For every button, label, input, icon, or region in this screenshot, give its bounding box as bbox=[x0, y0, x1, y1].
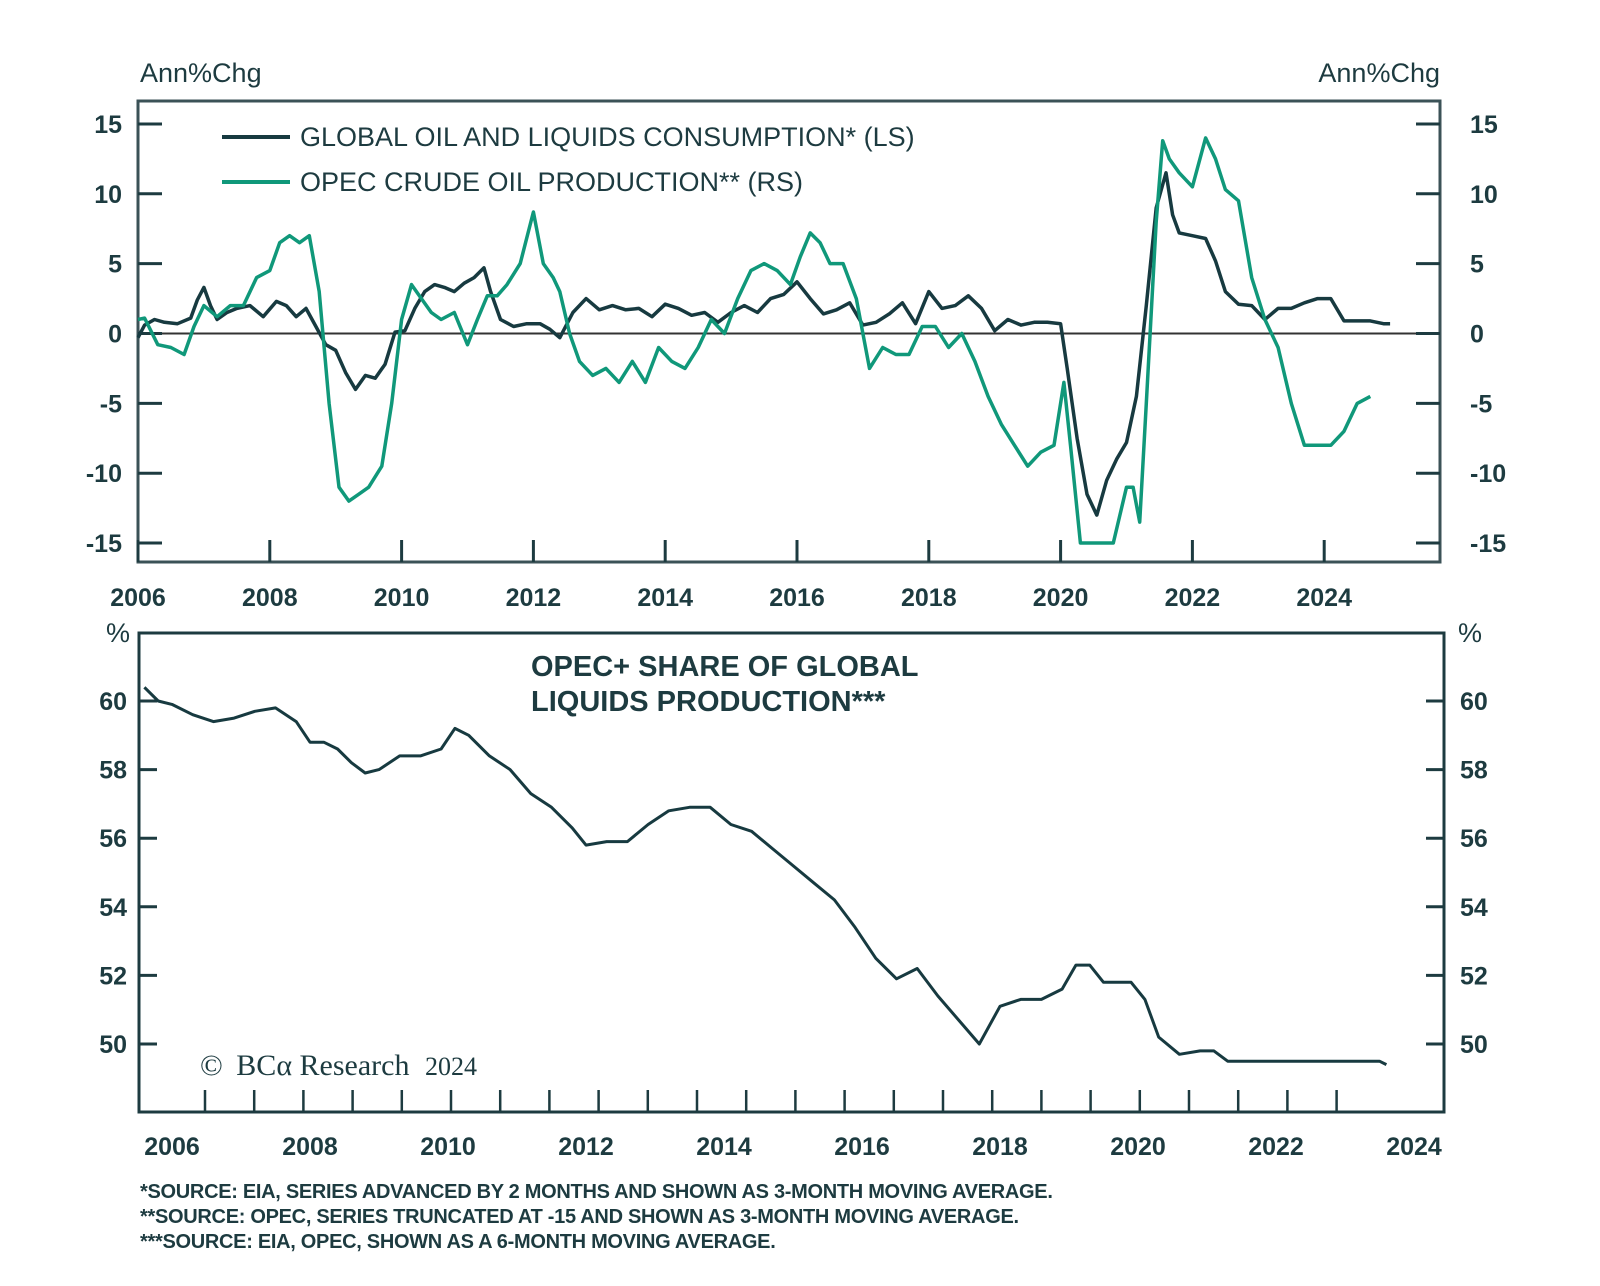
y-tick-label-left: 60 bbox=[99, 688, 127, 716]
x-tick-label: 2018 bbox=[901, 584, 957, 612]
y-tick-label-left: 5 bbox=[108, 251, 122, 279]
top-left-axis-unit: Ann%Chg bbox=[140, 58, 262, 88]
watermark-copyright: © bbox=[200, 1049, 223, 1082]
y-tick-label-left: 52 bbox=[99, 962, 127, 990]
y-tick-label-left: 58 bbox=[99, 757, 127, 785]
series-line-opec-plus-share bbox=[143, 686, 1388, 1066]
top-right-axis-unit: Ann%Chg bbox=[1318, 58, 1440, 88]
y-tick-label-right: 58 bbox=[1460, 757, 1488, 785]
x-tick-label: 2014 bbox=[637, 584, 693, 612]
y-tick-label-left: 54 bbox=[99, 894, 127, 922]
x-tick-label: 2010 bbox=[420, 1133, 476, 1161]
y-tick-label-right: 15 bbox=[1470, 111, 1498, 139]
legend-label-opec-production: OPEC CRUDE OIL PRODUCTION** (RS) bbox=[300, 167, 803, 197]
x-tick-label: 2018 bbox=[972, 1133, 1028, 1161]
footnote-1: *SOURCE: EIA, SERIES ADVANCED BY 2 MONTH… bbox=[140, 1181, 1053, 1203]
top-panel: Ann%Chg Ann%Chg 15 10 5 0 -5 -10 -15 15 10 5 0 -5 -… bbox=[86, 58, 1506, 612]
y-tick-label-left: -10 bbox=[86, 460, 122, 488]
footnote-2: **SOURCE: OPEC, SERIES TRUNCATED AT -15 … bbox=[140, 1206, 1019, 1228]
series-line-opec-production bbox=[137, 136, 1372, 545]
watermark-brand: BCα Research bbox=[236, 1049, 409, 1082]
y-tick-label-left: 50 bbox=[99, 1031, 127, 1059]
bottom-left-axis-unit: % bbox=[106, 618, 130, 648]
legend: GLOBAL OIL AND LIQUIDS CONSUMPTION* (LS)… bbox=[222, 122, 915, 197]
y-tick-label-right: 10 bbox=[1470, 181, 1498, 209]
series-line-global-consumption bbox=[136, 171, 1391, 517]
y-tick-label-right: 54 bbox=[1460, 894, 1488, 922]
x-tick-label: 2008 bbox=[282, 1133, 338, 1161]
bottom-left-y-axis: 60 58 56 54 52 50 bbox=[99, 688, 157, 1059]
x-tick-label: 2020 bbox=[1110, 1133, 1166, 1161]
bottom-right-y-axis: 60 58 56 54 52 50 bbox=[1426, 688, 1488, 1059]
x-tick-label: 2008 bbox=[242, 584, 298, 612]
bottom-plot-frame bbox=[137, 631, 1446, 1114]
y-tick-label-right: -10 bbox=[1470, 460, 1506, 488]
x-tick-label: 2016 bbox=[834, 1133, 890, 1161]
y-tick-label-right: -5 bbox=[1470, 390, 1492, 418]
y-tick-label-right: -15 bbox=[1470, 530, 1506, 558]
y-tick-label-right: 52 bbox=[1460, 962, 1488, 990]
x-tick-label: 2024 bbox=[1296, 584, 1352, 612]
footnotes: *SOURCE: EIA, SERIES ADVANCED BY 2 MONTH… bbox=[140, 1180, 1053, 1255]
x-tick-label: 2010 bbox=[374, 584, 430, 612]
panel-title-line-1: OPEC+ SHARE OF GLOBAL bbox=[531, 651, 919, 683]
x-tick-label: 2006 bbox=[110, 584, 166, 612]
top-right-y-axis: 15 10 5 0 -5 -10 -15 bbox=[1416, 111, 1506, 558]
x-tick-label: 2012 bbox=[558, 1133, 614, 1161]
x-tick-label: 2006 bbox=[144, 1133, 200, 1161]
y-tick-label-left: 15 bbox=[94, 111, 122, 139]
y-tick-label-right: 0 bbox=[1470, 321, 1484, 349]
y-tick-label-right: 60 bbox=[1460, 688, 1488, 716]
y-tick-label-left: 56 bbox=[99, 825, 127, 853]
top-left-y-axis: 15 10 5 0 -5 -10 -15 bbox=[86, 111, 162, 558]
x-tick-label: 2014 bbox=[696, 1133, 752, 1161]
x-tick-label: 2012 bbox=[506, 584, 562, 612]
y-tick-label-right: 56 bbox=[1460, 825, 1488, 853]
y-tick-label-left: -5 bbox=[100, 390, 122, 418]
y-tick-label-left: -15 bbox=[86, 530, 122, 558]
x-tick-label: 2020 bbox=[1033, 584, 1089, 612]
top-plot-frame bbox=[136, 99, 1442, 564]
x-tick-label: 2022 bbox=[1248, 1133, 1304, 1161]
bottom-panel: % % OPEC+ SHARE OF GLOBAL LIQUIDS PRODUC… bbox=[99, 618, 1488, 1161]
watermark: © BCα Research 2024 bbox=[200, 1049, 477, 1082]
legend-label-global-consumption: GLOBAL OIL AND LIQUIDS CONSUMPTION* (LS) bbox=[300, 122, 915, 152]
bottom-x-axis: 2006 2008 2010 2012 2014 2016 2018 2020 2022 2024 bbox=[144, 1090, 1442, 1161]
x-tick-label: 2024 bbox=[1386, 1133, 1442, 1161]
y-tick-label-left: 0 bbox=[108, 321, 122, 349]
y-tick-label-right: 50 bbox=[1460, 1031, 1488, 1059]
footnote-3: ***SOURCE: EIA, OPEC, SHOWN AS A 6-MONTH… bbox=[140, 1231, 776, 1253]
y-tick-label-left: 10 bbox=[94, 181, 122, 209]
bottom-right-axis-unit: % bbox=[1458, 618, 1482, 648]
panel-title-line-2: LIQUIDS PRODUCTION*** bbox=[531, 686, 886, 718]
x-tick-label: 2016 bbox=[769, 584, 825, 612]
y-tick-label-right: 5 bbox=[1470, 251, 1484, 279]
top-x-axis: 2006 2008 2010 2012 2014 2016 2018 2020 2022 2024 bbox=[110, 540, 1352, 612]
x-tick-label: 2022 bbox=[1165, 584, 1221, 612]
watermark-year: 2024 bbox=[425, 1052, 477, 1081]
